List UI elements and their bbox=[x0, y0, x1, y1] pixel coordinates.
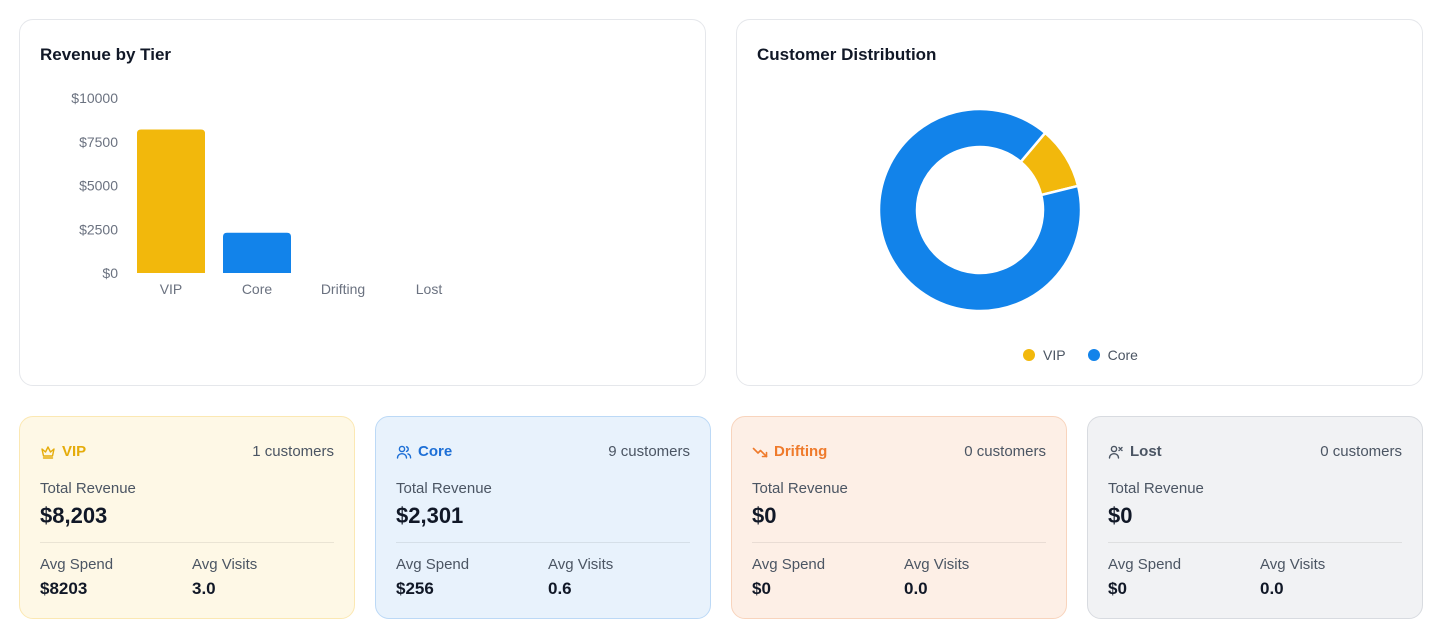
legend-dot bbox=[1023, 349, 1036, 361]
total-revenue-label: Total Revenue bbox=[752, 480, 848, 497]
bar-vip[interactable] bbox=[137, 129, 205, 273]
avg-visits-value: 3.0 bbox=[192, 579, 216, 598]
revenue-bar-chart: $0 $2500 $5000 $7500 $10000 VIP Core Drifting Lo… bbox=[71, 90, 443, 297]
legend-label: Core bbox=[1107, 347, 1138, 363]
tier-label: Lost bbox=[1130, 443, 1162, 460]
revenue-by-tier-panel: Revenue by Tier $0 $2500 $5000 $7500 $10000 V… bbox=[19, 19, 706, 386]
avg-spend: Avg Spend $0 bbox=[752, 556, 825, 599]
divider bbox=[40, 542, 334, 543]
avg-spend-value: $0 bbox=[752, 579, 771, 598]
legend-dot bbox=[1087, 349, 1100, 361]
divider bbox=[396, 542, 690, 543]
total-revenue-value: $8,203 bbox=[40, 503, 108, 528]
tier-name: Core bbox=[396, 443, 452, 460]
total-revenue-value: $0 bbox=[752, 503, 777, 528]
avg-spend-value: $8203 bbox=[40, 579, 88, 598]
tier-card-lost[interactable]: Lost 0 customers Total Revenue $0 Avg Spend $… bbox=[1087, 416, 1423, 619]
y-tick-label: $0 bbox=[102, 265, 118, 281]
avg-spend-label: Avg Spend bbox=[1108, 556, 1182, 573]
avg-visits: Avg Visits 0.6 bbox=[548, 556, 613, 599]
legend-label: VIP bbox=[1043, 347, 1066, 363]
avg-visits: Avg Visits 0.0 bbox=[904, 556, 969, 599]
tier-label: Drifting bbox=[774, 443, 828, 460]
revenue-chart-title: Revenue by Tier bbox=[40, 45, 172, 64]
users-icon bbox=[396, 445, 412, 459]
y-tick-label: $10000 bbox=[71, 90, 118, 106]
tier-name: VIP bbox=[40, 443, 86, 460]
avg-spend-value: $256 bbox=[396, 579, 434, 598]
customer-distribution-panel: Customer Distribution VIP Core bbox=[736, 19, 1423, 386]
distribution-chart-title: Customer Distribution bbox=[757, 45, 937, 64]
avg-visits: Avg Visits 3.0 bbox=[192, 556, 257, 599]
total-revenue-value: $0 bbox=[1108, 503, 1133, 528]
divider bbox=[752, 542, 1046, 543]
tier-card-core[interactable]: Core 9 customers Total Revenue $2,301 Avg Sp… bbox=[375, 416, 711, 619]
avg-visits-value: 0.6 bbox=[548, 579, 572, 598]
y-tick-label: $5000 bbox=[79, 178, 118, 194]
avg-visits-label: Avg Visits bbox=[192, 556, 258, 573]
card-header: Drifting 0 customers bbox=[752, 443, 1046, 460]
avg-visits-label: Avg Visits bbox=[548, 556, 614, 573]
avg-visits-label: Avg Visits bbox=[904, 556, 970, 573]
tier-name: Drifting bbox=[752, 443, 827, 460]
customer-count: 0 customers bbox=[964, 443, 1046, 460]
avg-spend: Avg Spend $8203 bbox=[40, 556, 113, 599]
card-header: Lost 0 customers bbox=[1108, 443, 1402, 460]
avg-spend-label: Avg Spend bbox=[752, 556, 826, 573]
tier-name: Lost bbox=[1108, 443, 1162, 460]
slice-core[interactable] bbox=[877, 107, 1083, 313]
x-tick-label: Lost bbox=[416, 281, 443, 297]
total-revenue-value: $2,301 bbox=[396, 503, 464, 528]
avg-visits-value: 0.0 bbox=[904, 579, 928, 598]
donut-legend: VIP Core bbox=[737, 347, 1424, 363]
total-revenue-label: Total Revenue bbox=[396, 480, 492, 497]
legend-item-core[interactable]: Core bbox=[1087, 347, 1138, 363]
customer-donut-chart bbox=[877, 107, 1083, 313]
total-revenue-label: Total Revenue bbox=[1108, 480, 1204, 497]
tier-label: VIP bbox=[62, 443, 87, 460]
y-tick-label: $7500 bbox=[79, 134, 118, 150]
avg-spend-label: Avg Spend bbox=[396, 556, 470, 573]
x-tick-label: Core bbox=[242, 281, 273, 297]
divider bbox=[1108, 542, 1402, 543]
bar-core[interactable] bbox=[223, 232, 291, 273]
avg-spend-label: Avg Spend bbox=[40, 556, 114, 573]
customer-count: 9 customers bbox=[608, 443, 690, 460]
card-header: Core 9 customers bbox=[396, 443, 690, 460]
crown-icon bbox=[41, 445, 55, 459]
avg-spend: Avg Spend $256 bbox=[396, 556, 469, 599]
avg-visits-label: Avg Visits bbox=[1260, 556, 1326, 573]
customer-count: 1 customers bbox=[252, 443, 334, 460]
avg-visits-value: 0.0 bbox=[1260, 579, 1284, 598]
customer-count: 0 customers bbox=[1320, 443, 1402, 460]
avg-visits: Avg Visits 0.0 bbox=[1260, 556, 1325, 599]
trending-down-icon bbox=[752, 447, 768, 457]
avg-spend: Avg Spend $0 bbox=[1108, 556, 1181, 599]
legend-item-vip[interactable]: VIP bbox=[1023, 347, 1066, 363]
y-tick-label: $2500 bbox=[79, 221, 118, 237]
user-x-icon bbox=[1108, 445, 1123, 459]
total-revenue-label: Total Revenue bbox=[40, 480, 136, 497]
tier-card-drifting[interactable]: Drifting 0 customers Total Revenue $0 Avg Sp… bbox=[731, 416, 1067, 619]
card-header: VIP 1 customers bbox=[40, 443, 334, 460]
avg-spend-value: $0 bbox=[1108, 579, 1127, 598]
x-tick-label: Drifting bbox=[321, 281, 365, 297]
x-tick-label: VIP bbox=[160, 281, 183, 297]
tier-label: Core bbox=[418, 443, 453, 460]
tier-card-vip[interactable]: VIP 1 customers Total Revenue $8,203 Avg Spe… bbox=[19, 416, 355, 619]
